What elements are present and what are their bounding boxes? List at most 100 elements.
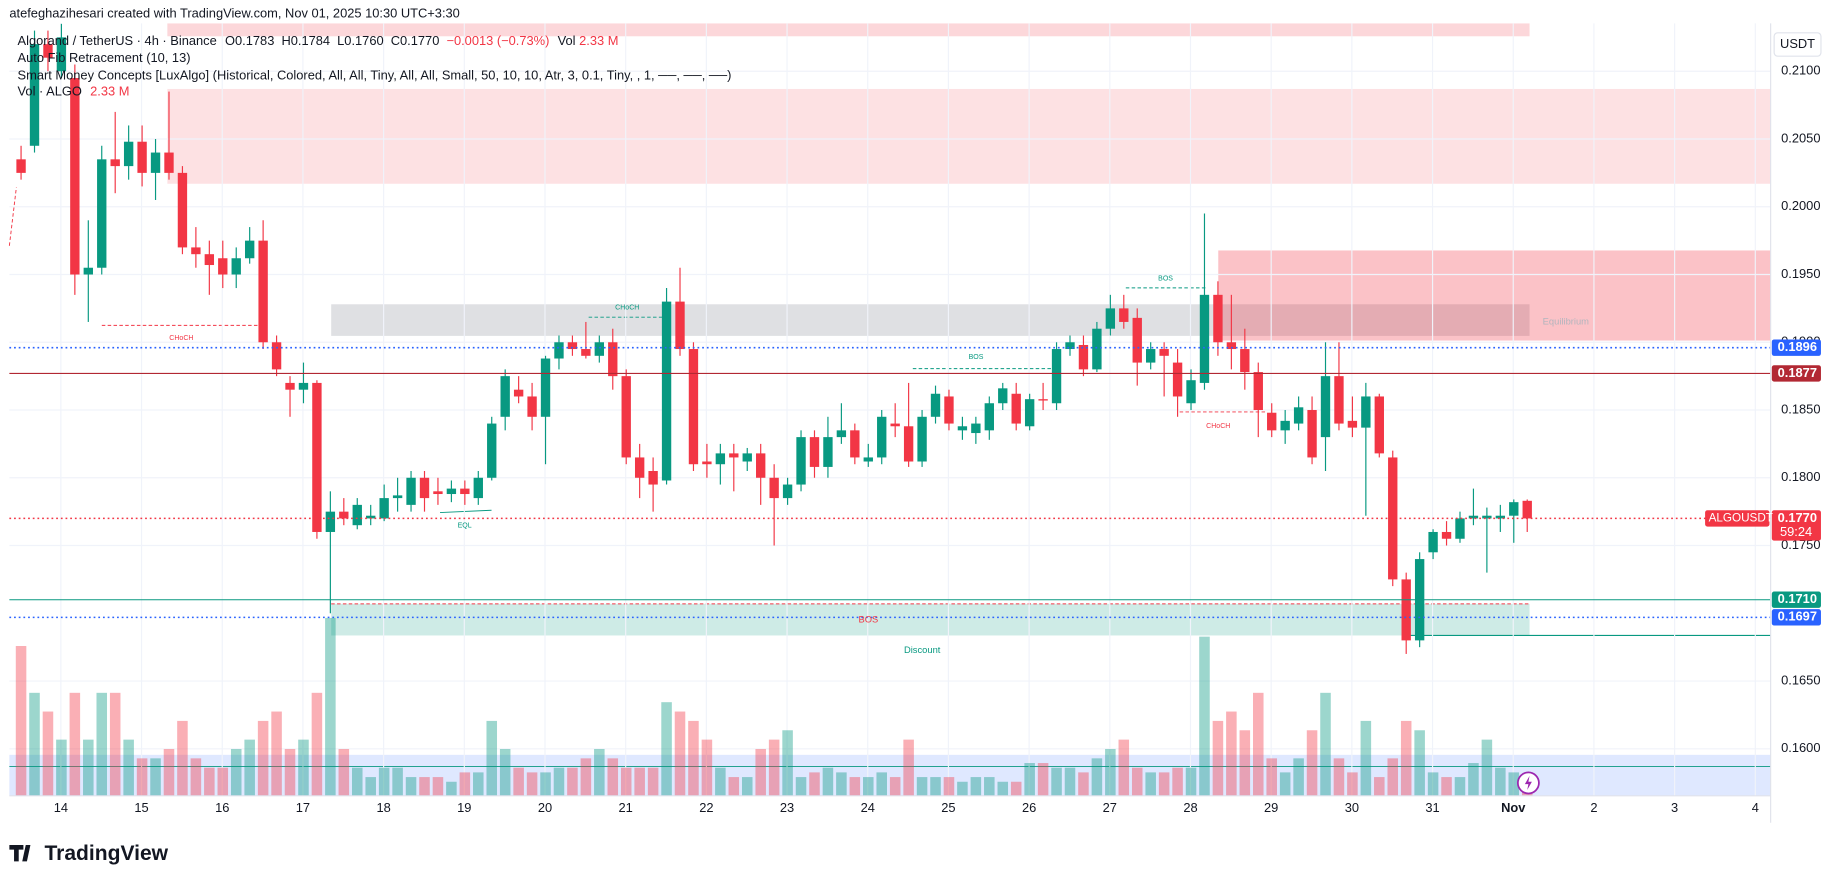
candle-body <box>1441 531 1452 539</box>
volume-bar <box>836 772 847 796</box>
volume-bar <box>1158 772 1170 796</box>
candle-body <box>1293 407 1304 424</box>
currency-label[interactable]: USDT <box>1780 36 1815 51</box>
legend-vol-number: 2.33 M <box>90 84 129 99</box>
volume-bar <box>728 777 740 796</box>
legend-low: L0.1760 <box>337 34 383 49</box>
y-tick-label: 0.2000 <box>1781 198 1820 213</box>
volume-bar <box>1118 739 1130 796</box>
volume-bar <box>957 781 968 796</box>
candle-body <box>1105 308 1116 329</box>
volume-bar <box>1064 767 1076 796</box>
symbol-label: ALGOUSDT <box>1709 512 1773 525</box>
volume-bar <box>56 739 67 796</box>
candle-body <box>688 349 699 465</box>
legend-indicator: Smart Money Concepts [LuxAlgo] (Historic… <box>18 67 732 82</box>
currency-button[interactable] <box>1773 32 1822 57</box>
candle-body <box>1078 344 1089 370</box>
candle-body <box>715 453 726 465</box>
y-tick-label: 0.2100 <box>1781 63 1820 78</box>
candle-body <box>1065 342 1075 350</box>
candle-body <box>97 159 107 268</box>
volume-bar <box>446 781 457 796</box>
y-tick-label: 0.1750 <box>1781 537 1820 552</box>
volume-bar <box>1010 781 1022 796</box>
candle-body <box>1388 457 1398 580</box>
candle-body <box>258 240 268 343</box>
volume-bar <box>903 739 914 796</box>
volume-bar <box>1212 720 1224 796</box>
volume-bar <box>1508 772 1520 796</box>
annotation: CHoCH <box>169 335 193 342</box>
volume-bar <box>1051 767 1062 796</box>
candle-body <box>433 491 443 495</box>
volume-bar <box>83 739 94 796</box>
candle-body <box>1199 294 1210 383</box>
x-tick-label: 15 <box>134 800 148 815</box>
candle-body <box>1132 317 1142 363</box>
candle-body <box>312 382 322 532</box>
volume-bar <box>580 758 592 796</box>
volume-bar <box>405 777 417 796</box>
volume-bar <box>1199 636 1210 796</box>
candle-body <box>1334 376 1344 424</box>
volume-bar <box>620 767 632 796</box>
volume-bar <box>284 748 296 796</box>
candle-body <box>298 382 309 390</box>
x-tick-label: 25 <box>941 800 955 815</box>
candle-body <box>56 37 67 72</box>
candle-body <box>406 477 416 505</box>
candle-body <box>177 172 188 248</box>
x-tick-label: 30 <box>1345 800 1359 815</box>
volume-bar <box>136 758 148 796</box>
candle-body <box>1038 399 1048 401</box>
candle-body <box>971 423 981 434</box>
volume-bar <box>984 777 995 796</box>
x-tick-label: 4 <box>1752 800 1759 815</box>
candle-body <box>836 430 847 438</box>
candle-body <box>984 403 994 431</box>
volume-bar <box>513 767 524 796</box>
candle-body <box>1267 412 1277 431</box>
candle-body <box>1213 294 1223 343</box>
volume-bar <box>849 777 861 796</box>
candle-body <box>903 426 914 462</box>
annotation: BOS <box>858 615 878 625</box>
volume-bar <box>889 777 901 796</box>
volume-bar <box>594 748 605 796</box>
volume-bar <box>567 767 578 796</box>
x-tick-label: 24 <box>861 800 875 815</box>
candle-body <box>1468 515 1479 519</box>
legend-vol-name: Vol · ALGO <box>18 84 82 99</box>
price-label-box <box>1771 510 1821 541</box>
price-label-box <box>1771 591 1821 608</box>
volume-bar <box>499 748 511 796</box>
candle-body <box>325 511 336 532</box>
volume-bar <box>768 739 780 796</box>
volume-bar <box>809 772 820 796</box>
header: atefeghazihesari created with TradingVie… <box>9 5 459 20</box>
legend-main: Algorand / TetherUS · 4h · Binance O0.17… <box>18 34 619 49</box>
candle-body <box>756 453 766 478</box>
candle-body <box>1401 579 1411 641</box>
volume-bar <box>177 720 188 796</box>
candle-body <box>123 141 134 167</box>
volume-bar <box>325 617 336 796</box>
candle-body <box>352 504 362 526</box>
volume-bar <box>123 739 134 796</box>
price-label-box <box>1771 339 1821 356</box>
volume-bar <box>674 711 686 796</box>
candle-body <box>366 515 376 519</box>
volume-bar <box>782 730 793 796</box>
volume-bar <box>29 692 40 796</box>
x-tick-label: 28 <box>1183 800 1197 815</box>
candle-body <box>1522 500 1532 519</box>
candle-body <box>1455 518 1465 539</box>
candle-body <box>513 389 524 397</box>
volume-bar <box>217 767 229 796</box>
volume-bar <box>634 767 645 796</box>
volume-bar <box>1347 772 1358 796</box>
annotation: Equilibrium <box>1543 316 1589 326</box>
volume-bar <box>970 777 982 796</box>
x-tick-label: 26 <box>1022 800 1036 815</box>
